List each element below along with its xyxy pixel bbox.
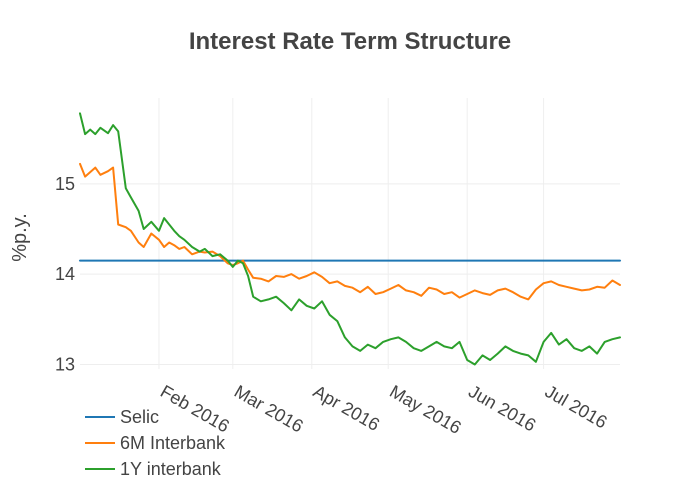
legend-item-selic[interactable]: Selic <box>85 407 159 427</box>
x-tick-label: May 2016 <box>386 381 464 438</box>
chart-title: Interest Rate Term Structure <box>189 28 511 55</box>
series-lines <box>79 112 621 366</box>
legend[interactable]: Selic 6M Interbank 1Y interbank <box>85 407 226 479</box>
x-tick-label: Mar 2016 <box>231 381 307 436</box>
y-tick-label: 13 <box>55 354 75 374</box>
legend-label: Selic <box>120 407 159 427</box>
y-tick-label: 14 <box>55 264 75 284</box>
series-line-6m-interbank <box>79 162 621 301</box>
x-tick-label: Feb 2016 <box>157 381 233 436</box>
gridlines <box>80 98 620 369</box>
legend-label: 6M Interbank <box>120 433 226 453</box>
y-axis-title: %p.y. <box>9 213 31 262</box>
x-tick-label: Jul 2016 <box>542 381 611 432</box>
y-tick-label: 15 <box>55 174 75 194</box>
series-line-1y-interbank <box>79 112 621 366</box>
legend-item-6m-interbank[interactable]: 6M Interbank <box>85 433 226 453</box>
legend-item-1y-interbank[interactable]: 1Y interbank <box>85 459 222 479</box>
x-tick-label: Jun 2016 <box>465 381 539 435</box>
x-tick-label: Apr 2016 <box>310 381 383 435</box>
legend-label: 1Y interbank <box>120 459 222 479</box>
